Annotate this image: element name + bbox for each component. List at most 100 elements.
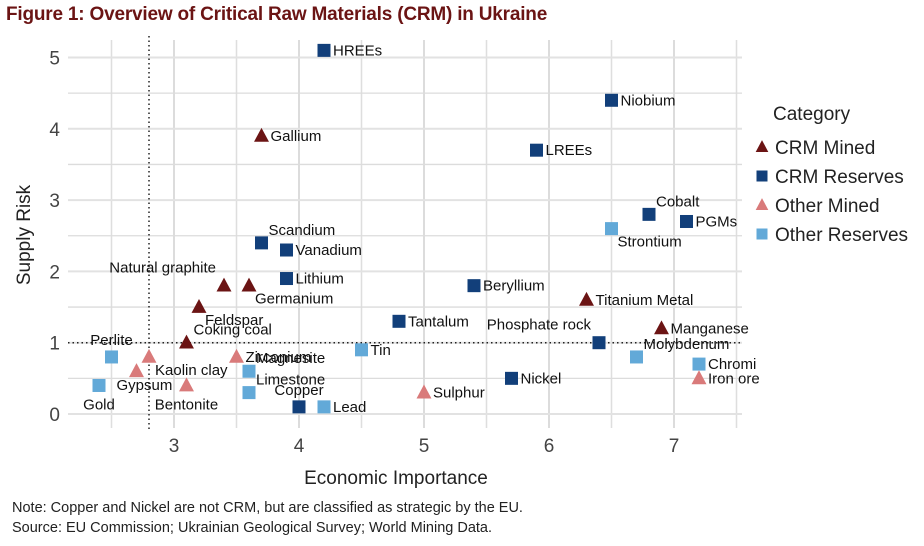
footnote: Note: Copper and Nickel are not CRM, but… [12,498,523,538]
x-tick-label: 6 [544,436,555,457]
data-point: Limestone [242,372,325,400]
data-point: Phosphate rock [487,317,606,350]
x-tick-label: 4 [294,436,305,457]
y-tick-label: 1 [49,334,60,355]
y-tick-label: 2 [49,262,60,283]
triangle-marker [254,127,269,142]
y-axis-title: Supply Risk [14,184,35,285]
data-point: Gallium [254,127,322,145]
data-point: Gold [83,378,115,413]
triangle-marker [179,334,194,349]
point-label: Natural graphite [109,260,216,277]
data-point: Niobium [605,92,676,109]
point-label: Bentonite [155,396,218,413]
data-point: Germanium [241,277,333,308]
legend-square-icon [756,170,768,182]
square-marker [242,386,256,400]
square-marker [592,336,606,350]
legend-label: Other Reserves [775,225,908,246]
point-label: Kaolin clay [155,362,228,379]
data-point: Manganese [654,320,749,337]
legend: Category CRM Mined CRM Reserves Other Mine… [755,104,908,246]
legend-item: CRM Reserves [756,167,904,188]
triangle-marker [191,298,207,313]
y-tick-labels: 0 1 2 3 4 5 [49,49,60,427]
point-label: Iron ore [708,370,760,387]
square-marker [355,343,368,357]
triangle-marker [241,277,257,292]
legend-label: CRM Mined [775,138,875,159]
note-text: Note: Copper and Nickel are not CRM, but… [12,500,523,516]
source-text: Source: EU Commission; Ukrainian Geologi… [12,520,493,536]
square-marker [105,350,118,364]
data-point: Gypsum [117,363,173,394]
triangle-marker [416,384,432,399]
figure-title: Figure 1: Overview of Critical Raw Mater… [6,4,548,25]
data-point: Kaolin clay [141,348,228,379]
y-tick-label: 0 [49,405,60,426]
data-point: Copper [274,382,324,414]
point-label: Niobium [621,92,676,109]
data-point: Titanium Metal [579,291,693,309]
grid [68,40,742,428]
point-label: Gallium [271,128,322,145]
data-point: Molybdenum [630,336,729,364]
legend-triangle-icon [755,198,769,210]
data-point: Perlite [90,332,133,364]
square-marker [317,400,331,414]
point-label: LREEs [546,142,593,159]
y-tick-label: 4 [49,120,60,141]
square-marker [280,272,293,286]
point-label: Lithium [296,271,344,288]
point-label: Germanium [255,291,333,308]
data-point: Feldspar [191,298,263,329]
data-point: Natural graphite [109,260,232,292]
point-label: Tin [371,342,391,359]
point-label: Tantalum [408,313,469,330]
point-label: Cobalt [656,193,700,210]
data-point: Nickel [505,370,561,387]
point-label: Nickel [521,370,562,387]
square-marker [92,378,106,392]
square-marker [292,400,306,414]
legend-label: Other Mined [775,196,880,217]
triangle-marker [229,348,244,363]
square-marker [642,207,656,221]
y-tick-label: 3 [49,191,60,212]
point-label: Beryllium [483,278,545,295]
point-label: PGMs [696,213,738,230]
legend-item: Other Mined [755,196,880,217]
data-point: Tantalum [392,313,469,330]
triangle-marker [216,277,232,292]
x-tick-label: 7 [669,436,680,457]
data-point: Magnesite [242,350,325,378]
triangle-marker [141,348,157,363]
point-label: Copper [274,382,323,399]
square-marker [630,350,643,364]
point-label: Sulphur [433,385,485,402]
legend-label: CRM Reserves [775,167,904,188]
data-point: Scandium [255,222,335,250]
data-point: Sulphur [416,384,485,402]
square-marker [317,43,331,57]
point-label: Zirconium [246,349,312,366]
square-marker [280,243,293,257]
point-label: Molybdenum [644,336,730,353]
triangle-marker [691,370,707,385]
data-point: Cobalt [642,193,700,221]
square-marker [530,143,543,157]
point-label: Perlite [90,332,133,349]
data-point: HREEs [317,42,382,59]
data-point: Lead [317,399,366,416]
point-label: Feldspar [205,312,263,329]
legend-item: CRM Mined [755,138,875,159]
point-label: Gypsum [117,377,173,394]
legend-title: Category [773,104,851,125]
data-point: Lithium [280,271,344,288]
point-label: Manganese [671,320,749,337]
square-marker [605,93,618,107]
data-point: Chromi [692,356,756,373]
y-tick-label: 5 [49,49,60,70]
square-marker [392,314,406,328]
